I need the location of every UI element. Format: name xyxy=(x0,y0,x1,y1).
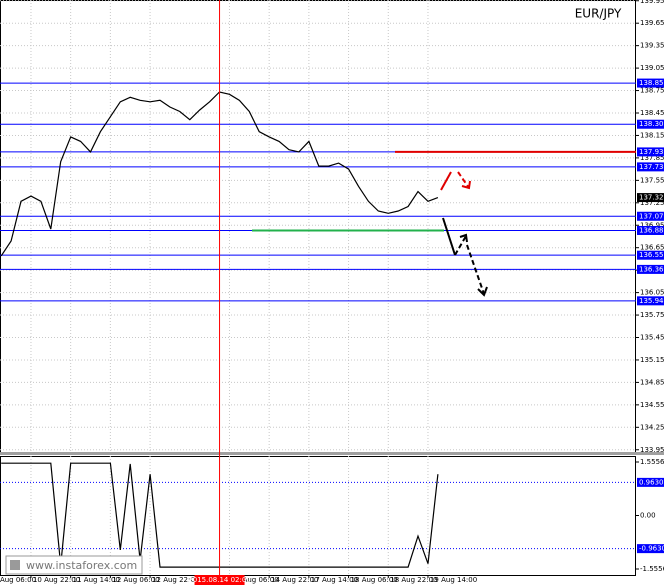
level-box xyxy=(637,264,664,274)
panel-frame xyxy=(0,456,636,576)
level-box xyxy=(637,147,664,157)
y-tick-label: 137.55 xyxy=(640,176,664,184)
y-tick-label: 134.85 xyxy=(640,378,664,386)
level-box xyxy=(637,296,664,306)
level-label: -0.9630 xyxy=(639,545,664,553)
y-tick-label: 138.45 xyxy=(640,109,664,117)
level-label: 138.30 xyxy=(639,120,664,128)
chart-title: EUR/JPY xyxy=(575,7,622,21)
level-box xyxy=(637,477,664,487)
level-label: 137.73 xyxy=(639,163,664,171)
x-tick-label: 12 Aug 22:00 xyxy=(152,576,199,584)
cursor-label: 2015.08.14 02:00 xyxy=(188,576,250,584)
x-tick-label: 11 Aug 14:00 xyxy=(73,576,120,584)
arrow-black xyxy=(466,244,485,295)
arrow-red xyxy=(457,171,470,189)
y-tick-label: 136.65 xyxy=(640,244,664,252)
y-tick-label: -1.5556 xyxy=(640,565,664,573)
level-label: 137.93 xyxy=(639,148,664,156)
cursor-box xyxy=(194,575,245,585)
x-tick-label: 18 Aug 06:00 xyxy=(351,576,398,584)
level-label: 136.55 xyxy=(639,251,664,259)
y-tick-label: 137.25 xyxy=(640,199,664,207)
level-box xyxy=(637,544,664,554)
y-tick-label: 138.15 xyxy=(640,131,664,139)
y-tick-label: 138.75 xyxy=(640,87,664,95)
arrow-red xyxy=(440,171,452,191)
y-tick-label: 134.25 xyxy=(640,423,664,431)
level-box xyxy=(637,211,664,221)
level-label: 0.9630 xyxy=(639,478,664,486)
arrow-head xyxy=(459,233,468,243)
x-tick-label: 14 Aug 22:00 xyxy=(271,576,318,584)
level-label: 136.36 xyxy=(639,265,664,273)
x-tick-label: 18 Aug 22:00 xyxy=(390,576,437,584)
last-price-box xyxy=(637,193,664,203)
level-label: 135.94 xyxy=(639,297,664,305)
x-tick-label: 12 Aug 06:00 xyxy=(112,576,159,584)
level-box xyxy=(637,162,664,172)
watermark: www.instaforex.com xyxy=(5,555,143,575)
level-label: 137.07 xyxy=(639,212,664,220)
y-tick-label: 139.95 xyxy=(640,0,664,5)
y-tick-label: 0.00 xyxy=(640,512,656,520)
y-tick-label: 136.95 xyxy=(640,221,664,229)
arrow-head xyxy=(477,286,488,297)
y-tick-label: 139.35 xyxy=(640,42,664,50)
y-tick-label: 1.5556 xyxy=(640,458,664,466)
y-tick-label: 135.15 xyxy=(640,356,664,364)
watermark-text: www.instaforex.com xyxy=(26,559,137,572)
x-tick-label: 17 Aug 14:00 xyxy=(311,576,358,584)
arrow-black xyxy=(454,235,467,256)
arrow-head xyxy=(461,180,471,190)
y-tick-label: 133.95 xyxy=(640,446,664,454)
y-tick-label: 139.65 xyxy=(640,19,664,27)
y-tick-label: 135.45 xyxy=(640,334,664,342)
level-box xyxy=(637,78,664,88)
y-tick-label: 134.55 xyxy=(640,401,664,409)
arrow-black xyxy=(442,217,456,256)
y-tick-label: 136.05 xyxy=(640,289,664,297)
level-label: 138.85 xyxy=(639,79,664,87)
panel-separator xyxy=(0,452,664,455)
watermark-icon xyxy=(10,560,20,570)
y-tick-label: 135.75 xyxy=(640,311,664,319)
level-box xyxy=(637,119,664,129)
level-label: 136.88 xyxy=(639,226,664,234)
last-price-label: 137.32 xyxy=(639,194,664,202)
x-tick-label: 14 Aug 06:00 xyxy=(231,576,278,584)
y-tick-label: 137.85 xyxy=(640,154,664,162)
level-box xyxy=(637,225,664,235)
x-tick-label: 7 Aug 06:00 xyxy=(0,576,36,584)
x-tick-label: 19 Aug 14:00 xyxy=(430,576,477,584)
forecast-arrows xyxy=(440,171,488,297)
level-box xyxy=(637,250,664,260)
x-tick-label: 10 Aug 22:00 xyxy=(33,576,80,584)
watermark-box xyxy=(5,555,143,575)
y-tick-label: 139.05 xyxy=(640,64,664,72)
